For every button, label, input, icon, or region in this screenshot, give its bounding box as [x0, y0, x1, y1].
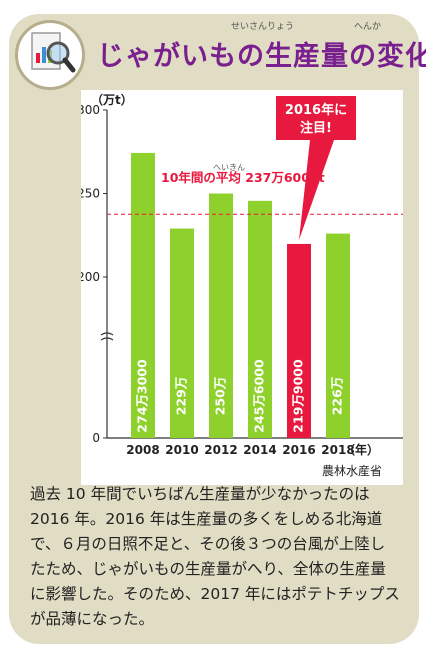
bar-value-label: 274万3000 [135, 359, 150, 433]
x-tick-label: 2012 [204, 443, 237, 457]
bar-value-label: 245万6000 [252, 359, 267, 433]
average-label: 10年間の平均 237万6000t [161, 170, 325, 185]
report-magnifier-icon [15, 20, 85, 90]
bar-value-label: 219万9000 [291, 359, 306, 433]
axis-break-mark [100, 332, 114, 341]
callout: 2016年に 注目! [276, 96, 356, 240]
callout-line-2: 注目! [300, 120, 332, 136]
average-ruby: へいきん [213, 163, 245, 172]
y-tick-label: 300 [81, 103, 100, 117]
bar-2010 [170, 228, 194, 438]
bar-value-label: 229万 [174, 377, 189, 416]
x-tick-label: 2018 [321, 443, 354, 457]
x-tick-label: 2008 [126, 443, 159, 457]
bar-2018 [326, 233, 350, 438]
x-tick-label: 2010 [165, 443, 198, 457]
callout-line-1: 2016年に [285, 102, 347, 118]
page-title: じゃがいもの生産量の変化 [97, 41, 426, 72]
callout-bubble [276, 96, 356, 240]
chart-area: （万t） 0 200 250 300 274万3000 229万 250万 245万6000… [81, 90, 403, 485]
bar-value-label: 226万 [330, 377, 345, 416]
bar-2016 [287, 243, 311, 438]
x-tick-label: 2016 [282, 443, 315, 457]
bar-2008 [131, 152, 155, 438]
x-tick-label: 2014 [243, 443, 276, 457]
title-ruby-seisanryou: せいさんりょう [231, 22, 295, 32]
infographic-card: せいさんりょう へんか じゃがいもの生産量の変化 （万t） 0 200 250 300… [9, 14, 426, 644]
y-tick-label: 0 [92, 431, 100, 445]
bar-value-label: 250万 [213, 377, 228, 416]
bar-2012 [209, 193, 233, 438]
bar-chart: （万t） 0 200 250 300 274万3000 229万 250万 245万6000… [81, 92, 403, 457]
title-ruby-henka: へんか [354, 22, 382, 32]
y-tick-label: 250 [81, 187, 100, 201]
y-tick-label: 200 [81, 270, 100, 284]
source-credit: 農林水産省 [322, 464, 383, 478]
bar-2014 [248, 200, 272, 438]
y-axis-label: （万t） [91, 92, 133, 107]
body-paragraph: 過去 10 年間でいちばん生産量が少なかったのは 2016 年。2016 年は生… [30, 485, 400, 628]
x-unit-label: （年） [343, 442, 379, 457]
